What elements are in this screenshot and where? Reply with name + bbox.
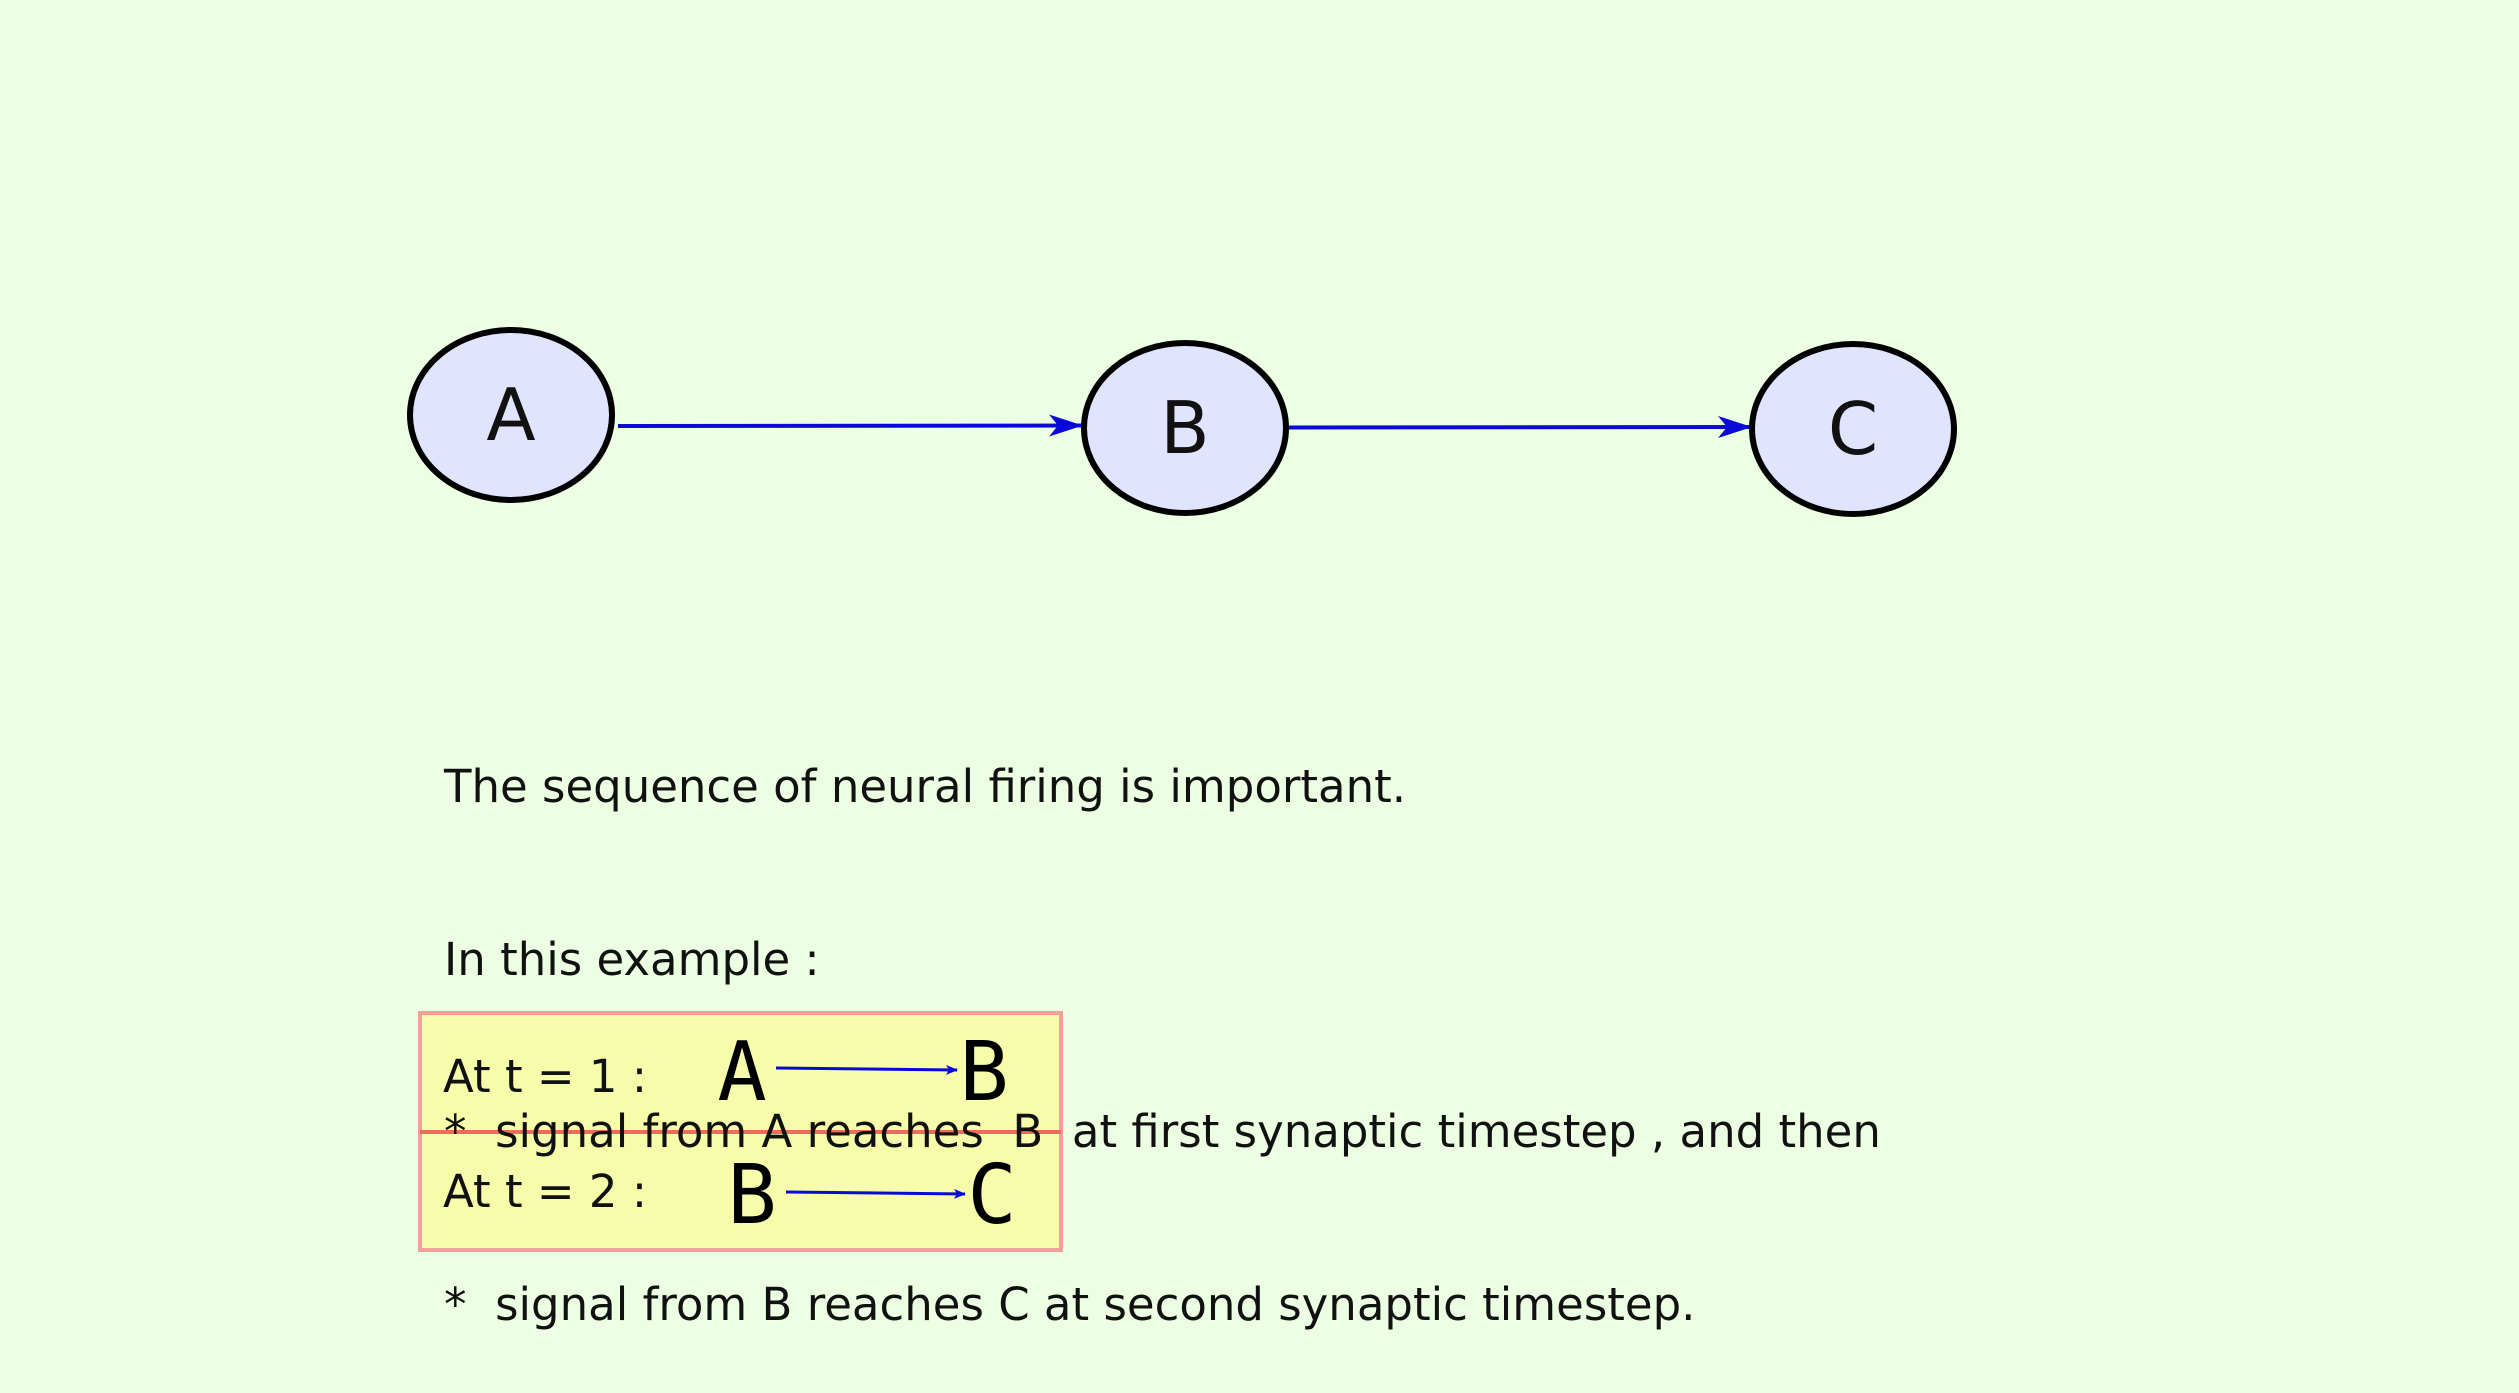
timestep-2-arrow [785, 1188, 966, 1199]
caption-text: The sequence of neural firing is importa… [444, 643, 1881, 1393]
caption-line-2: In this example : [444, 932, 820, 986]
edge-a-to-b [617, 414, 1083, 437]
timestep-2-label: At t = 2 : [443, 1165, 647, 1218]
timestep-1-label: At t = 1 : [443, 1050, 647, 1103]
timestep-1-from: A [717, 1025, 766, 1120]
timestep-1-arrow [775, 1064, 958, 1075]
edge-b-to-c [1287, 416, 1752, 439]
caption-line-3: * signal from A reaches B at first synap… [444, 1105, 1881, 1158]
node-a: A [407, 327, 615, 503]
node-b-label: B [1160, 386, 1209, 470]
node-a-label: A [486, 373, 535, 457]
timestep-1-to: B [959, 1025, 1008, 1120]
node-c: C [1749, 341, 1957, 517]
timestep-table: At t = 1 : A B At t = 2 : B C [418, 1011, 1063, 1252]
timestep-2-from: B [727, 1148, 776, 1243]
node-c-label: C [1828, 387, 1878, 471]
caption-line-1: The sequence of neural firing is importa… [444, 760, 1407, 813]
timestep-2-to: C [967, 1148, 1016, 1243]
node-b: B [1081, 340, 1289, 516]
caption-line-4: * signal from B reaches C at second syna… [444, 1277, 1696, 1331]
